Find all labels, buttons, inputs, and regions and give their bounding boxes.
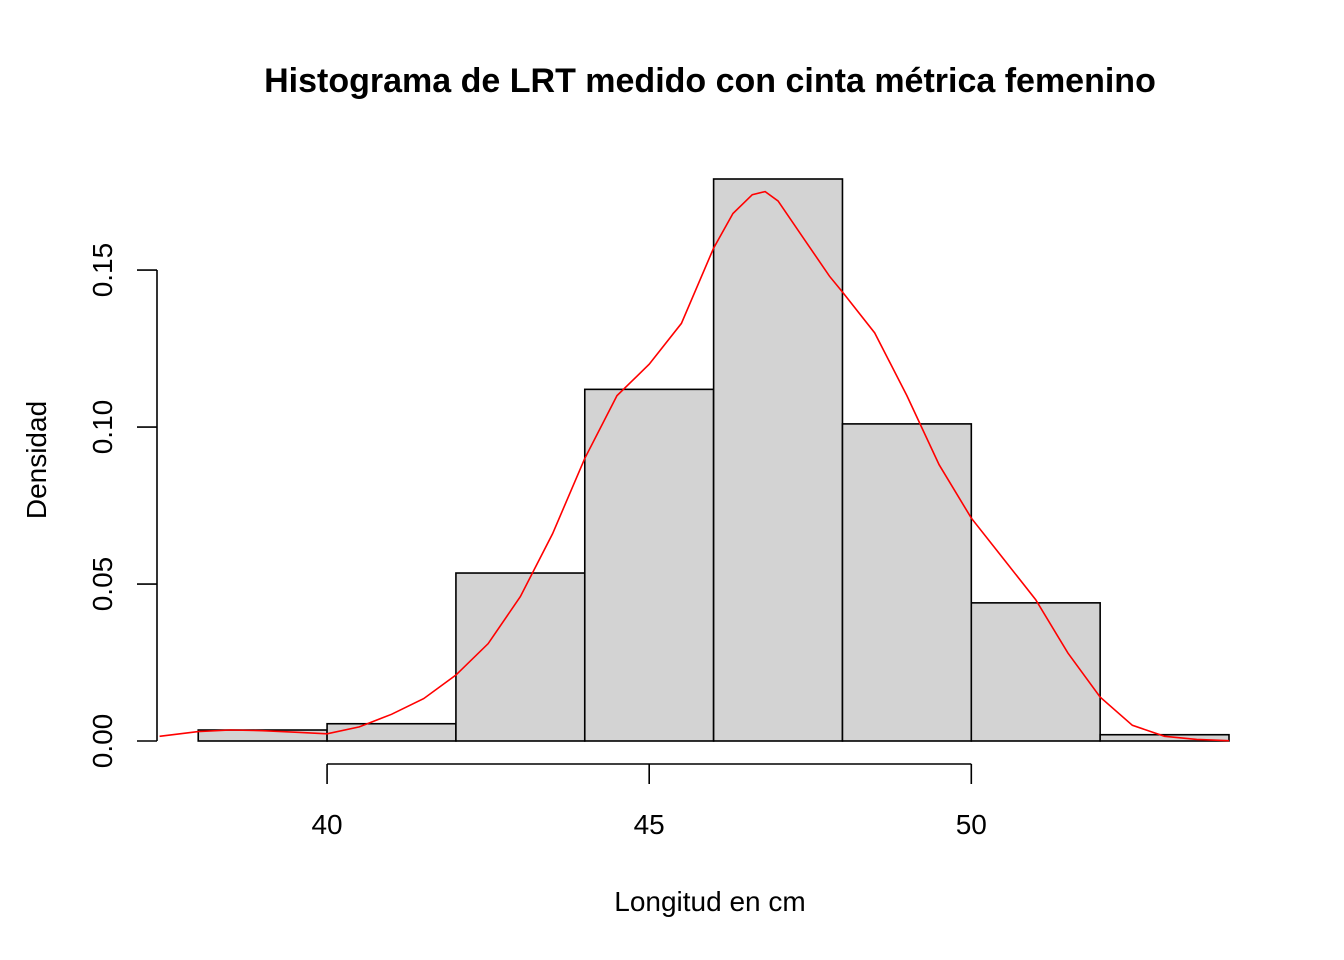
y-axis-label: Densidad: [21, 401, 52, 519]
y-tick-label: 0.05: [87, 557, 118, 612]
y-tick-label: 0.15: [87, 243, 118, 298]
y-axis: 0.00 0.05 0.10 0.15: [87, 243, 158, 769]
x-tick-label: 45: [634, 809, 665, 840]
x-tick-label: 50: [956, 809, 987, 840]
histogram-bar: [583, 388, 715, 742]
density-curve: [159, 190, 1230, 742]
y-tick-label: 0.10: [87, 400, 118, 455]
x-axis: 40 45 50: [311, 763, 987, 840]
histogram-bar: [712, 178, 844, 742]
histogram-bar: [326, 722, 457, 742]
y-tick-label: 0.00: [87, 714, 118, 769]
histogram-bar: [841, 423, 973, 742]
histogram-bar: [197, 729, 328, 742]
chart-title: Histograma de LRT medido con cinta métri…: [264, 62, 1156, 100]
histogram-bar: [1099, 733, 1230, 742]
x-tick-label: 40: [311, 809, 342, 840]
histogram-bars: [197, 178, 1230, 742]
histogram-bar: [970, 602, 1101, 742]
x-axis-label: Longitud en cm: [614, 886, 805, 917]
histogram-bar: [455, 572, 586, 742]
